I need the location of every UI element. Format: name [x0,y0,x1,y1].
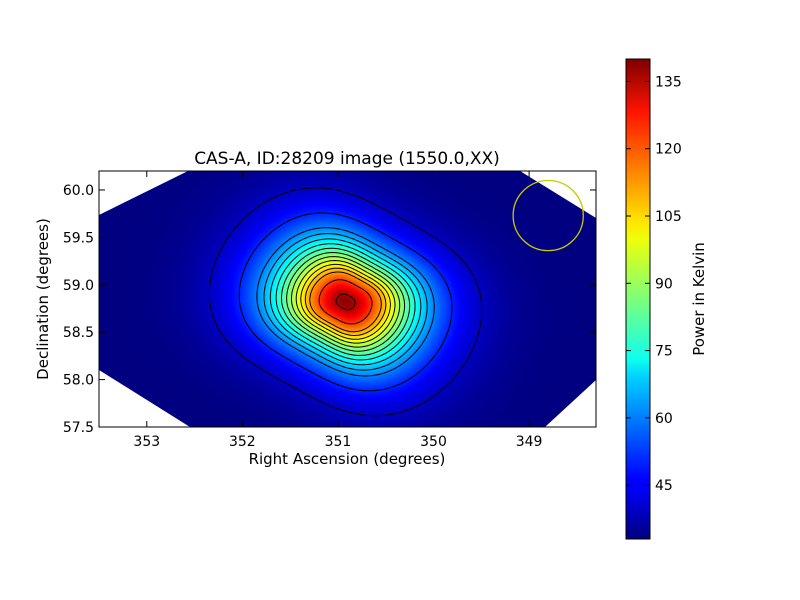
colorbar-tick-label: 90 [655,276,673,292]
contour-line [304,267,387,336]
chart-title: CAS-A, ID:28209 image (1550.0,XX) [194,149,500,169]
x-tick-label: 349 [516,434,543,450]
contour-line [208,187,483,417]
plot-frame [98,170,597,428]
colorbar-tick-label: 135 [655,74,682,90]
left-footprint-mask-top [99,171,188,215]
y-tick-label: 58.0 [63,373,94,389]
contour-line [275,243,416,361]
colorbar-ticks: 45 60 75 90 105 120 135 [626,74,682,494]
colorbar-tick-label: 45 [655,478,673,494]
contour-line [263,233,428,371]
x-axis-label: Right Ascension (degrees) [249,450,446,468]
y-axis: 57.5 58.0 58.5 59.0 59.5 60.0 [63,183,596,436]
x-tick-label: 350 [420,434,447,450]
right-footprint-mask-top [520,171,596,218]
colorbar-tick-label: 105 [655,209,682,225]
colorbar-tick-label: 75 [655,344,673,360]
y-tick-label: 60.0 [63,183,94,199]
contour-line [335,293,356,311]
y-tick-label: 58.5 [63,325,94,341]
x-tick-label: 351 [325,434,352,450]
contour-line [291,256,401,348]
colorbar [625,58,651,540]
y-tick-label: 59.0 [63,278,94,294]
y-axis-label: Declination (degrees) [34,218,52,380]
beam-circle [512,179,584,252]
contour-line [286,252,406,352]
colorbar-tick-label: 60 [655,411,673,427]
contour-line [309,271,382,333]
x-axis: 353 352 351 350 349 [133,171,542,450]
x-tick-label: 353 [133,434,160,450]
right-footprint-mask-bottom [545,380,596,427]
contour-line [295,260,396,344]
x-tick-label: 352 [229,434,256,450]
contour-line [318,279,373,325]
contour-line [300,263,391,340]
contour-line [269,238,422,366]
contour-line [238,212,453,392]
contour-line [256,227,435,377]
colorbar-tick-label: 120 [655,142,682,158]
left-footprint-mask-bottom [99,370,190,427]
heatmap-image [99,171,596,427]
contour-line [281,247,411,356]
contour-lines [208,187,483,417]
y-tick-label: 59.5 [63,230,94,246]
y-tick-label: 57.5 [63,420,94,436]
colorbar-label: Power in Kelvin [690,242,708,356]
plot-area [99,171,596,427]
